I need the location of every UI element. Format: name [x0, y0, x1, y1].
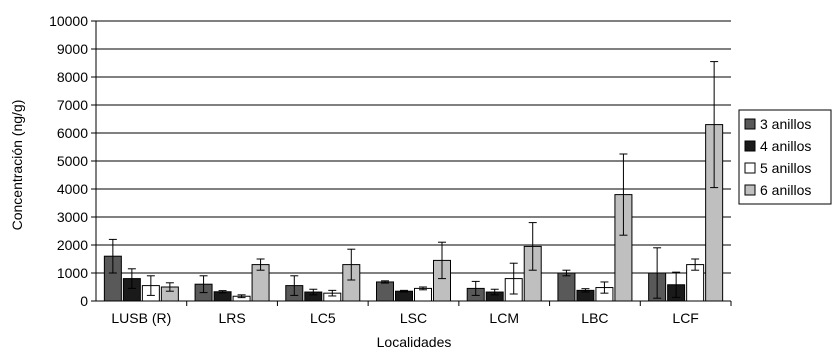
- error-bar: [127, 268, 136, 289]
- error-bar: [237, 294, 246, 299]
- legend-swatch: [744, 140, 756, 152]
- bar-3-anillos-LBC: [557, 272, 576, 302]
- y-tick-label: 5000: [57, 153, 88, 169]
- x-tick-label: LBC: [581, 310, 608, 326]
- legend-item: 4 anillos: [744, 138, 811, 154]
- error-bar: [199, 275, 208, 294]
- legend-swatch: [744, 162, 756, 174]
- y-tick-label: 3000: [57, 209, 88, 225]
- error-bar: [438, 241, 446, 280]
- bars: [103, 61, 724, 302]
- y-tick-label: 4000: [57, 181, 88, 197]
- error-bar: [490, 288, 499, 296]
- legend-swatch: [744, 118, 756, 130]
- legend-label: 6 anillos: [760, 182, 811, 198]
- error-bar: [471, 280, 480, 296]
- bar-4-anillos-LSC: [395, 290, 413, 302]
- x-axis-title: Localidades: [377, 334, 452, 350]
- error-bar: [528, 222, 537, 271]
- error-bar: [419, 286, 427, 291]
- legend: 3 anillos 4 anillos 5 anillos 6 anillos: [738, 109, 832, 205]
- legend-label: 4 anillos: [760, 138, 811, 154]
- legend-item: 6 anillos: [744, 182, 811, 198]
- error-bar: [256, 258, 265, 271]
- error-bar: [600, 281, 609, 294]
- error-bar: [146, 275, 155, 296]
- error-bar: [381, 280, 389, 284]
- y-tick-label: 10000: [49, 13, 88, 29]
- error-bar: [400, 289, 408, 293]
- bar-3-anillos-LSC: [376, 281, 394, 302]
- y-tick-label: 7000: [57, 97, 88, 113]
- error-bar: [328, 289, 337, 297]
- y-tick-label: 8000: [57, 69, 88, 85]
- error-bar: [672, 271, 681, 298]
- x-tick-label: LSC: [400, 310, 427, 326]
- legend-item: 3 anillos: [744, 116, 811, 132]
- y-tick-label: 1000: [57, 265, 88, 281]
- y-tick-label: 6000: [57, 125, 88, 141]
- error-bar: [710, 61, 719, 189]
- legend-item: 5 anillos: [744, 160, 811, 176]
- x-tick-label: LCF: [672, 310, 698, 326]
- legend-swatch: [744, 184, 756, 196]
- error-bar: [509, 262, 518, 295]
- error-bar: [653, 247, 662, 299]
- y-tick-label: 0: [80, 293, 88, 309]
- x-tick-label: LCM: [489, 310, 519, 326]
- error-bar: [108, 238, 117, 274]
- gridlines: [96, 20, 731, 274]
- x-tick-label: LC5: [310, 310, 336, 326]
- axes: [91, 20, 732, 306]
- error-bar: [309, 288, 318, 296]
- error-bar: [581, 288, 590, 293]
- y-tick-label: 9000: [57, 41, 88, 57]
- y-axis-title: Concentración (ng/g): [9, 100, 25, 231]
- x-tick-label: LUSB (R): [111, 310, 171, 326]
- error-bar: [691, 258, 700, 271]
- error-bar: [165, 282, 174, 292]
- tick-labels: 0 1000 2000 3000 4000 5000 6000 7000 8000 9000 100…: [49, 13, 699, 326]
- legend-label: 3 anillos: [760, 116, 811, 132]
- error-bar: [562, 269, 571, 277]
- error-bar: [619, 153, 628, 236]
- y-tick-label: 2000: [57, 237, 88, 253]
- error-bar: [347, 248, 356, 281]
- error-bar: [218, 290, 227, 294]
- x-tick-label: LRS: [218, 310, 245, 326]
- error-bar: [290, 275, 299, 296]
- legend-label: 5 anillos: [760, 160, 811, 176]
